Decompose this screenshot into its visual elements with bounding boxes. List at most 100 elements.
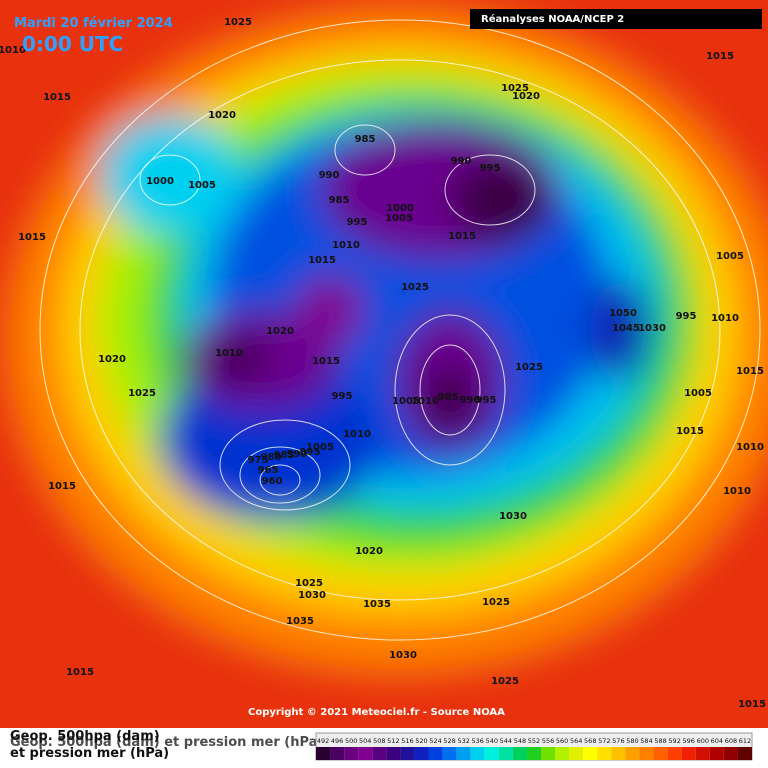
legend-label: 544: [500, 737, 512, 745]
isobar-label: 1005: [188, 180, 216, 191]
legend-label: 500: [345, 737, 357, 745]
legend-label: 524: [429, 737, 441, 745]
isobar-label: 1015: [738, 699, 766, 710]
isobar-label: 1025: [295, 578, 323, 589]
isobar-label: 1015: [43, 92, 71, 103]
isobar-label: 1045: [612, 323, 640, 334]
isobar-label: 1025: [401, 282, 429, 293]
legend-title: Géop. 500hpa (dam) et pression mer (hPa): [10, 735, 323, 750]
legend-label: 512: [387, 737, 399, 745]
color-swatch: [442, 747, 457, 760]
color-swatch: [583, 747, 598, 760]
legend-label: 600: [697, 737, 709, 745]
source: Réanalyses NOAA/NCEP 2: [481, 13, 624, 25]
isobar-label: 1015: [706, 51, 734, 62]
isobar-label: 995: [347, 217, 368, 228]
isobar-label: 1015: [66, 667, 94, 678]
isobar-label: 1005: [306, 442, 334, 453]
isobar-label: 1005: [392, 396, 420, 407]
isobar-label: 1015: [308, 255, 336, 266]
isobar-label: 1010: [711, 313, 739, 324]
isobar-label: 1020: [98, 354, 126, 365]
color-swatch: [400, 747, 415, 760]
legend-label: 520: [415, 737, 427, 745]
isobar-label: 1030: [638, 323, 666, 334]
legend-label: 580: [626, 737, 638, 745]
isobar-label: 1020: [355, 546, 383, 557]
legend-label: 552: [528, 737, 540, 745]
legend-label: 588: [654, 737, 666, 745]
isobar-label: 995: [332, 391, 353, 402]
legend-label: 516: [401, 737, 413, 745]
isobar-label: 1025: [501, 83, 529, 94]
legend-label: 592: [668, 737, 680, 745]
isobar-label: 1035: [286, 616, 314, 627]
isobar-label: 995: [480, 163, 501, 174]
isobar-label: 990: [319, 170, 340, 181]
color-swatch: [428, 747, 443, 760]
color-swatch: [414, 747, 429, 760]
color-swatch: [358, 747, 373, 760]
isobar-label: 1015: [312, 356, 340, 367]
legend-label: 492: [317, 737, 329, 745]
color-swatch: [681, 747, 696, 760]
color-bar: 492 496 500 504 508 512 516 520 524 528 532 536 540 5…: [315, 732, 753, 761]
isobar-label: 995: [300, 447, 321, 458]
color-swatch: [611, 747, 626, 760]
isobar-label: 1015: [736, 366, 764, 377]
isobar-label: 1005: [684, 388, 712, 399]
isobar-label: 975: [248, 455, 269, 466]
isobar-label: 1015: [18, 232, 46, 243]
color-swatch: [709, 747, 724, 760]
color-swatch: [541, 747, 556, 760]
color-swatch: [470, 747, 485, 760]
isobar-label: 990: [460, 395, 481, 406]
color-swatch: [625, 747, 640, 760]
isobar-label: 1015: [48, 481, 76, 492]
color-swatch: [386, 747, 401, 760]
isobar-label: 990: [287, 449, 308, 460]
color-swatch: [667, 747, 682, 760]
isobar-label: 980: [261, 452, 282, 463]
legend-label: 536: [472, 737, 484, 745]
isobar-label: 1025: [515, 362, 543, 373]
isobar-label: 1010: [343, 429, 371, 440]
color-swatch: [639, 747, 654, 760]
isobar-label: 1025: [482, 597, 510, 608]
isobar-label: 1025: [128, 388, 156, 399]
color-swatch: [723, 747, 738, 760]
legend-label: 556: [542, 737, 554, 745]
date: Mardi 20 février 2024: [14, 16, 173, 31]
legend-title: et pression mer (hPa): [10, 746, 169, 761]
legend-label: 540: [486, 737, 498, 745]
isobar-label: 995: [476, 395, 497, 406]
legend-title: Geop. 500hpa (dam): [10, 729, 160, 744]
isobar-label: 1010: [332, 240, 360, 251]
isobar-label: 1000: [146, 176, 174, 187]
color-swatch: [330, 747, 345, 760]
isobar-label: 990: [451, 156, 472, 167]
isobar-label: 1050: [609, 308, 637, 319]
isobar-label: 1010: [736, 442, 764, 453]
isobar-label: 1010: [0, 45, 26, 56]
isobar-label: 1020: [512, 91, 540, 102]
color-swatch: [316, 747, 331, 760]
legend-label: 572: [598, 737, 610, 745]
isobar-label: 985: [329, 195, 350, 206]
isobar-label: 1005: [385, 213, 413, 224]
color-swatch: [569, 747, 584, 760]
color-swatch: [484, 747, 499, 760]
isobar-label: 1015: [676, 426, 704, 437]
legend-label: 596: [682, 737, 694, 745]
legend-label: 576: [612, 737, 624, 745]
isobar-label: 1000: [386, 203, 414, 214]
color-swatch: [597, 747, 612, 760]
legend-label: 528: [443, 737, 455, 745]
time: 0:00 UTC: [22, 32, 123, 56]
isobar-label: 1020: [208, 110, 236, 121]
isobar-label: 1010: [215, 348, 243, 359]
legend-label: 608: [725, 737, 737, 745]
isobar-label: 1005: [716, 251, 744, 262]
isobar-labels: 1025101010151015102510201020985990995100…: [0, 17, 766, 710]
